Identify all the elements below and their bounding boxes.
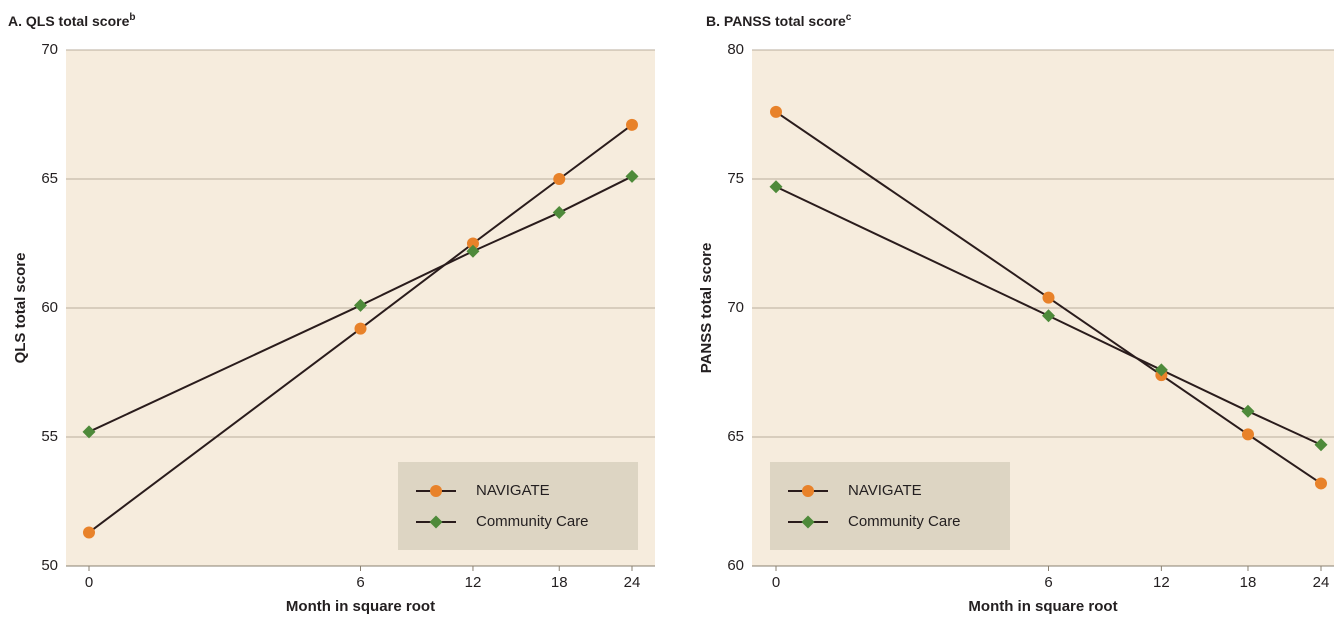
y-tick-label: 60	[727, 557, 744, 574]
x-tick-label: 18	[551, 574, 568, 591]
x-tick-label: 0	[85, 574, 93, 591]
title-superscript: c	[846, 12, 852, 23]
x-tick-label: 6	[1044, 574, 1052, 591]
title-superscript: b	[129, 12, 135, 23]
y-tick-label: 65	[727, 428, 744, 445]
legend-label: Community Care	[476, 513, 589, 530]
legend-marker	[801, 515, 815, 529]
x-tick-label: 24	[624, 574, 641, 591]
data-point	[1042, 291, 1055, 304]
data-point	[466, 244, 480, 258]
y-tick-label: 70	[41, 41, 58, 58]
data-point	[626, 118, 638, 131]
y-axis-label: PANSS total score	[698, 243, 715, 374]
y-tick-label: 65	[41, 170, 58, 187]
x-tick-label: 24	[1313, 574, 1330, 591]
title-text: A. QLS total score	[8, 13, 130, 29]
y-tick-label: 50	[41, 557, 58, 574]
data-point	[1314, 438, 1328, 452]
data-point	[1154, 363, 1168, 377]
data-point	[1315, 477, 1327, 490]
data-point	[82, 425, 96, 439]
y-tick-label: 80	[727, 41, 744, 58]
panel-title: B. PANSS total scorec	[706, 12, 852, 29]
data-point	[625, 169, 639, 183]
data-point	[354, 322, 367, 335]
x-tick-label: 0	[772, 574, 780, 591]
x-tick-label: 12	[465, 574, 482, 591]
data-point	[466, 237, 479, 250]
data-point	[552, 206, 566, 220]
y-tick-label: 75	[727, 170, 744, 187]
x-tick-label: 18	[1240, 574, 1257, 591]
x-tick-label: 12	[1153, 574, 1170, 591]
x-tick-label: 6	[356, 574, 364, 591]
data-point	[354, 298, 367, 312]
legend-marker	[802, 485, 814, 497]
legend-box	[770, 462, 1010, 550]
title-text: B. PANSS total score	[706, 13, 846, 29]
panel-title: A. QLS total scoreb	[8, 12, 135, 29]
legend-marker	[429, 515, 443, 529]
data-point	[1241, 428, 1254, 441]
data-point	[1241, 404, 1255, 418]
legend-marker	[430, 485, 442, 497]
y-axis-label: QLS total score	[12, 253, 29, 364]
data-point	[770, 105, 782, 118]
y-tick-label: 70	[727, 299, 744, 316]
data-point	[83, 526, 95, 539]
data-point	[1042, 309, 1055, 323]
legend-box	[398, 462, 638, 550]
legend-label: NAVIGATE	[476, 482, 550, 499]
x-axis-label: Month in square root	[286, 598, 435, 615]
legend-label: NAVIGATE	[848, 482, 922, 499]
x-axis-label: Month in square root	[968, 598, 1117, 615]
data-point	[769, 180, 783, 194]
legend-label: Community Care	[848, 513, 961, 530]
y-tick-label: 55	[41, 428, 58, 445]
data-point	[553, 173, 566, 185]
y-tick-label: 60	[41, 299, 58, 316]
